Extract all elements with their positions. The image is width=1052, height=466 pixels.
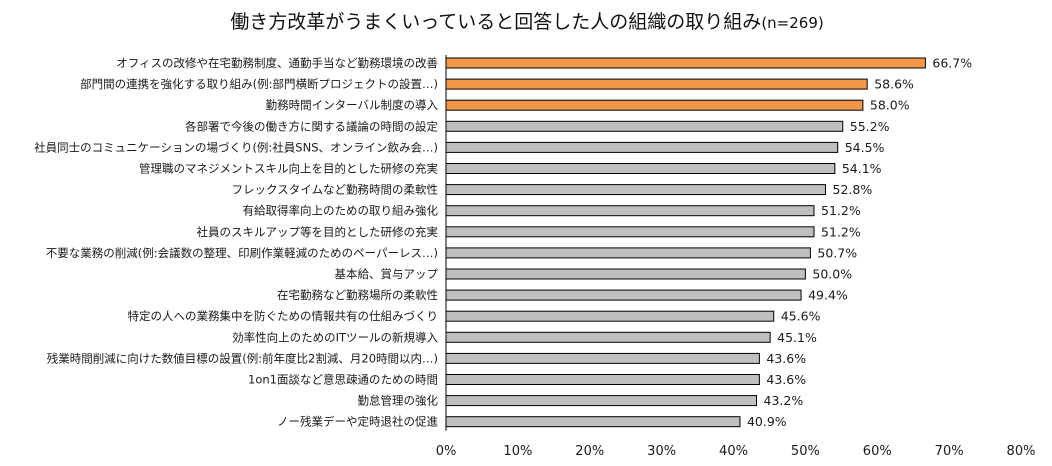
- data-label: 49.4%: [808, 288, 848, 303]
- bar: [445, 289, 802, 301]
- data-label: 51.2%: [821, 224, 861, 239]
- category-label: 有給取得率向上のための取り組み強化: [243, 204, 439, 218]
- data-label: 45.1%: [777, 330, 817, 345]
- bar: [445, 268, 806, 280]
- category-label: 不要な業務の削減(例:会議数の整理、印刷作業軽減のためのペーパーレス…): [46, 246, 438, 260]
- category-label: 残業時間削減に向けた数値目標の設置(例:前年度比2割減、月20時間以内…): [47, 351, 438, 365]
- x-tick-label: 50%: [791, 444, 820, 459]
- category-label: 在宅勤務など勤務場所の柔軟性: [277, 288, 438, 302]
- x-tick-label: 80%: [1007, 444, 1036, 459]
- data-label: 54.5%: [845, 140, 885, 155]
- chart-title: 働き方改革がうまくいっていると回答した人の組織の取り組み(n=269): [230, 11, 823, 33]
- data-label: 55.2%: [850, 119, 890, 134]
- category-label: フレックスタイムなど勤務時間の柔軟性: [232, 183, 438, 197]
- bar: [445, 99, 864, 111]
- data-label: 52.8%: [833, 182, 873, 197]
- bar: [445, 416, 741, 428]
- bar: [445, 395, 757, 407]
- category-label: 管理職のマネジメントスキル向上を目的とした研修の充実: [139, 162, 438, 176]
- data-label: 66.7%: [932, 56, 972, 71]
- bar: [445, 352, 760, 364]
- category-label: 効率性向上のためのITツールの新規導入: [232, 330, 438, 344]
- bar: [445, 163, 836, 174]
- data-label: 50.7%: [817, 245, 857, 260]
- bar: [445, 374, 760, 385]
- data-label: 51.2%: [821, 203, 861, 218]
- data-label: 54.1%: [842, 161, 882, 176]
- data-label: 58.0%: [870, 98, 910, 113]
- category-label: 勤怠管理の強化: [358, 394, 439, 408]
- chart-title-main: 働き方改革がうまくいっていると回答した人の組織の取り組み: [230, 11, 761, 33]
- data-label: 43.6%: [766, 372, 806, 387]
- data-label: 43.6%: [766, 351, 806, 366]
- bar: [445, 120, 844, 132]
- data-label: 40.9%: [747, 414, 787, 429]
- category-label: 部門間の連携を強化する取り組み(例:部門横断プロジェクトの設置…): [80, 77, 438, 91]
- data-label: 43.2%: [764, 393, 804, 408]
- bar: [445, 78, 868, 90]
- x-tick-label: 20%: [575, 444, 604, 459]
- x-tick-label: 60%: [863, 444, 892, 459]
- category-label: オフィスの改修や在宅勤務制度、通勤手当など勤務環境の改善: [116, 56, 438, 70]
- category-label: ノー残業デーや定時退社の促進: [277, 415, 438, 429]
- data-label: 50.0%: [812, 267, 852, 282]
- category-label: 社員同士のコミュニケーションの場づくり(例:社員SNS、オンライン飲み会…): [34, 140, 438, 154]
- bar: [445, 310, 775, 322]
- category-label: 基本給、賞与アップ: [335, 267, 439, 281]
- bar: [445, 141, 839, 153]
- bar: [445, 184, 826, 196]
- category-label: 社員のスキルアップ等を目的とした研修の充実: [197, 225, 439, 239]
- bar: [445, 247, 811, 259]
- x-tick-label: 70%: [935, 444, 964, 459]
- bar: [445, 331, 771, 343]
- category-label: 勤務時間インターバル制度の導入: [266, 98, 439, 112]
- bar: [445, 57, 926, 69]
- x-tick-label: 10%: [503, 444, 532, 459]
- data-label: 45.6%: [781, 309, 821, 324]
- x-axis: 0% 10% 20% 30% 40% 50% 60% 70% 80%: [436, 55, 1036, 459]
- bars-group: オフィスの改修や在宅勤務制度、通勤手当など勤務環境の改善 66.7% 部門間の連携を…: [34, 56, 972, 430]
- category-label: 1on1面談など意思疎通のための時間: [248, 373, 438, 387]
- x-tick-label: 30%: [647, 444, 676, 459]
- chart-subtitle: (n=269): [761, 14, 823, 32]
- data-label: 58.6%: [874, 77, 914, 92]
- bar: [445, 226, 815, 238]
- bar: [445, 205, 815, 217]
- x-tick-label: 40%: [719, 444, 748, 459]
- x-tick-label: 0%: [436, 444, 457, 459]
- category-label: 各部署で今後の働き方に関する議論の時間の設定: [185, 119, 438, 133]
- category-label: 特定の人への業務集中を防ぐための情報共有の仕組みづくり: [128, 309, 439, 323]
